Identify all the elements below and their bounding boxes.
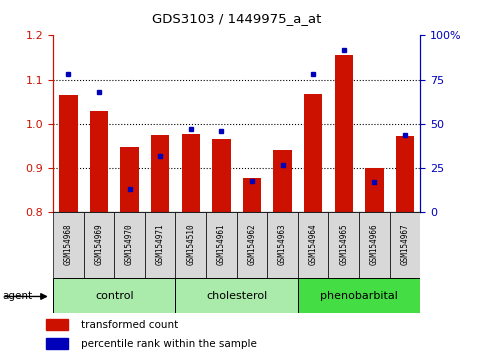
Text: GSM154967: GSM154967 bbox=[400, 223, 410, 265]
Bar bbox=[212, 139, 230, 212]
Bar bbox=[151, 135, 170, 212]
Text: GSM154970: GSM154970 bbox=[125, 223, 134, 265]
Text: GSM154510: GSM154510 bbox=[186, 223, 195, 265]
Bar bbox=[46, 338, 68, 349]
Text: GSM154962: GSM154962 bbox=[247, 223, 256, 265]
Text: GSM154971: GSM154971 bbox=[156, 223, 165, 265]
Bar bbox=[206, 212, 237, 278]
Text: GSM154964: GSM154964 bbox=[309, 223, 318, 265]
Text: agent: agent bbox=[2, 291, 32, 301]
Bar bbox=[298, 278, 420, 313]
Bar bbox=[84, 212, 114, 278]
Text: GDS3103 / 1449975_a_at: GDS3103 / 1449975_a_at bbox=[152, 12, 321, 25]
Text: GSM154969: GSM154969 bbox=[95, 223, 103, 265]
Text: cholesterol: cholesterol bbox=[206, 291, 267, 301]
Bar bbox=[273, 149, 292, 212]
Bar bbox=[267, 212, 298, 278]
Text: GSM154963: GSM154963 bbox=[278, 223, 287, 265]
Bar bbox=[46, 319, 68, 330]
Text: control: control bbox=[95, 291, 134, 301]
Bar bbox=[53, 278, 175, 313]
Bar bbox=[396, 136, 414, 212]
Text: GSM154961: GSM154961 bbox=[217, 223, 226, 265]
Bar bbox=[298, 212, 328, 278]
Bar bbox=[114, 212, 145, 278]
Bar bbox=[120, 147, 139, 212]
Bar bbox=[390, 212, 420, 278]
Bar bbox=[237, 212, 267, 278]
Bar bbox=[243, 178, 261, 212]
Bar bbox=[53, 212, 84, 278]
Bar bbox=[59, 95, 78, 212]
Bar bbox=[145, 212, 175, 278]
Bar bbox=[175, 212, 206, 278]
Bar bbox=[304, 94, 322, 212]
Text: transformed count: transformed count bbox=[81, 320, 178, 330]
Text: phenobarbital: phenobarbital bbox=[320, 291, 398, 301]
Text: GSM154968: GSM154968 bbox=[64, 223, 73, 265]
Bar bbox=[328, 212, 359, 278]
Bar bbox=[359, 212, 390, 278]
Bar bbox=[90, 110, 108, 212]
Bar bbox=[175, 278, 298, 313]
Bar bbox=[182, 133, 200, 212]
Bar bbox=[335, 55, 353, 212]
Bar bbox=[365, 168, 384, 212]
Text: GSM154965: GSM154965 bbox=[339, 223, 348, 265]
Text: GSM154966: GSM154966 bbox=[370, 223, 379, 265]
Text: percentile rank within the sample: percentile rank within the sample bbox=[81, 339, 256, 349]
